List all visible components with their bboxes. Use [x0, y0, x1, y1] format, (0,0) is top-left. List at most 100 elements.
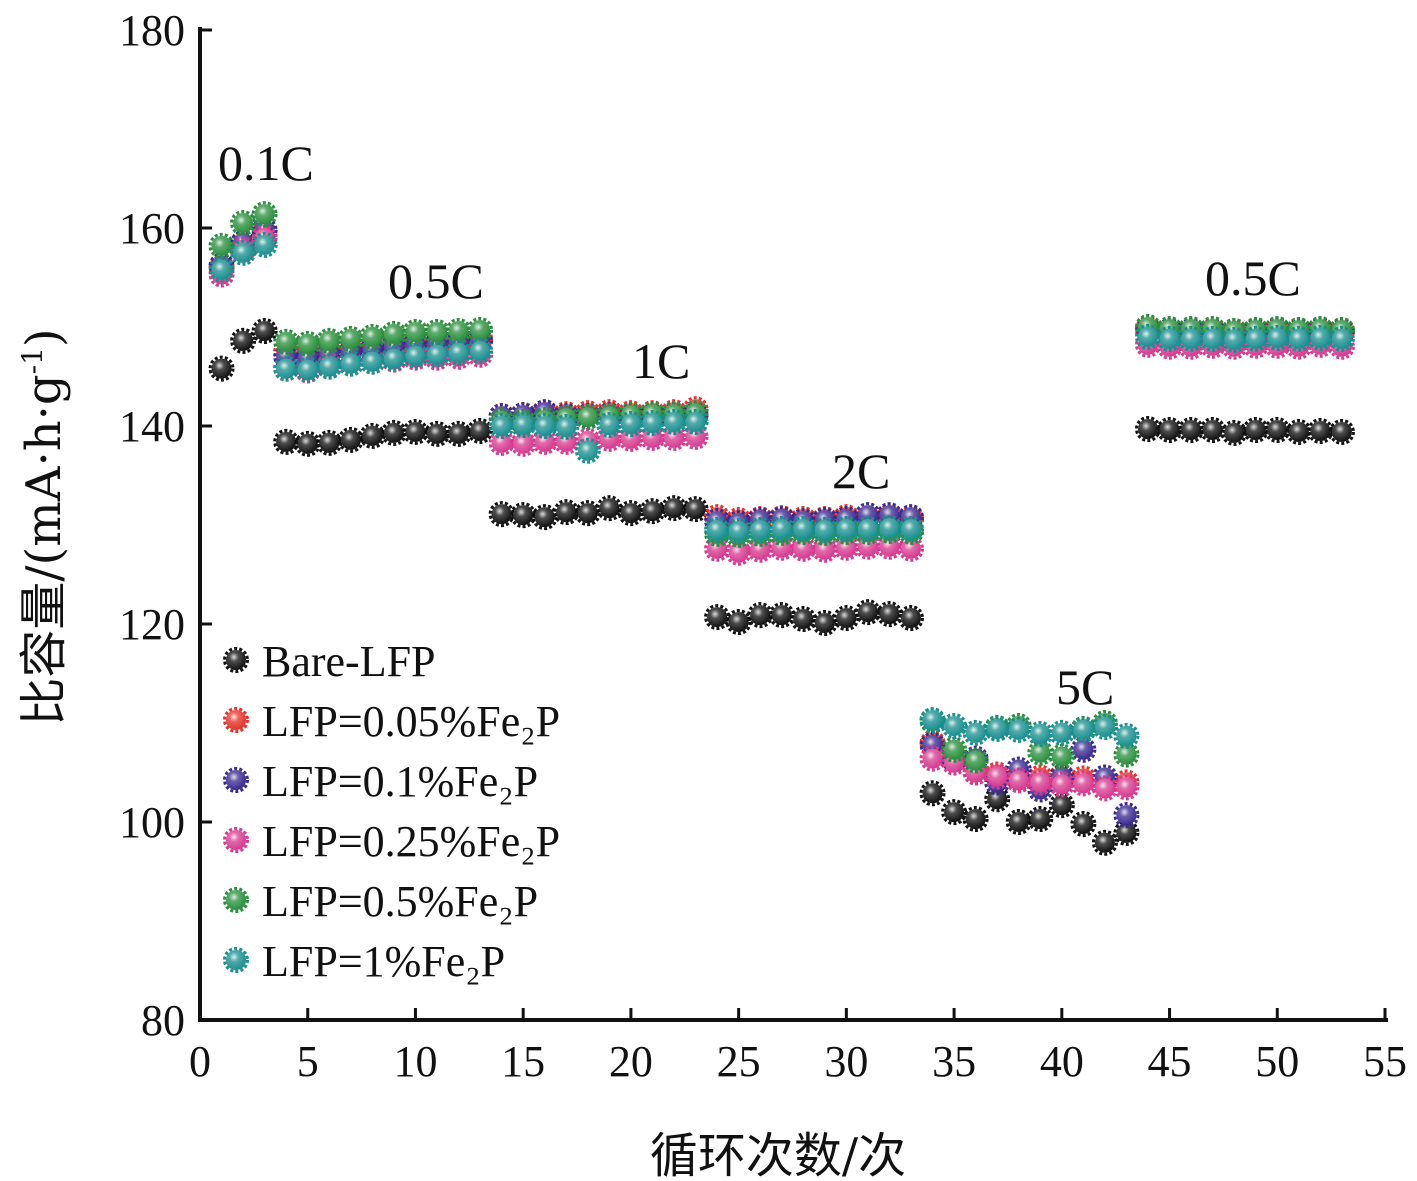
data-point: [316, 429, 343, 456]
legend-marker: [223, 947, 249, 973]
legend-marker: [223, 827, 249, 853]
data-point: [1027, 769, 1054, 796]
data-point: [682, 409, 709, 436]
data-point: [725, 609, 752, 636]
x-tick-label: 35: [932, 1037, 976, 1086]
data-point: [402, 418, 429, 445]
data-point: [1307, 417, 1334, 444]
data-point: [1199, 416, 1226, 443]
data-point: [747, 516, 774, 543]
data-point: [661, 495, 687, 522]
data-point: [574, 500, 601, 527]
legend-label: LFP=0.1%Fe₂P: [262, 757, 538, 806]
data-point: [617, 411, 644, 438]
data-point: [1328, 325, 1355, 352]
data-point: [1178, 416, 1205, 443]
data-point: [1221, 326, 1248, 353]
data-point: [962, 719, 989, 746]
data-point: [1027, 720, 1054, 747]
data-point: [919, 745, 946, 772]
data-point: [251, 317, 278, 344]
data-point: [747, 602, 774, 629]
y-tick-label: 80: [141, 996, 185, 1045]
legend-label: LFP=0.25%Fe₂P: [262, 817, 560, 866]
data-point: [1005, 716, 1032, 743]
y-axis-title: 比容量/(mA·h·g-1): [16, 328, 72, 725]
data-point: [833, 515, 860, 542]
data-point: [1027, 806, 1054, 833]
y-tick-label: 140: [119, 402, 185, 451]
data-point: [854, 515, 881, 542]
data-point: [1242, 325, 1269, 352]
x-tick-label: 50: [1255, 1037, 1299, 1086]
legend-marker: [223, 887, 249, 913]
data-point: [1091, 829, 1118, 856]
data-point: [1070, 716, 1097, 743]
x-tick-label: 55: [1363, 1037, 1407, 1086]
data-point: [1048, 743, 1075, 770]
data-point: [962, 747, 989, 774]
data-point: [445, 420, 472, 447]
data-point: [639, 410, 666, 437]
x-tick-label: 5: [297, 1037, 319, 1086]
y-tick-label: 100: [119, 798, 185, 847]
data-point: [1113, 774, 1140, 801]
data-point: [251, 201, 278, 228]
y-tick-label: 120: [119, 600, 185, 649]
data-point: [1005, 809, 1032, 835]
data-point: [1178, 325, 1205, 352]
data-point: [230, 239, 257, 266]
legend-marker: [223, 707, 249, 733]
legend-label: LFP=1%Fe₂P: [262, 937, 505, 986]
data-point: [941, 712, 968, 739]
data-point: [553, 499, 580, 526]
data-point: [639, 498, 666, 525]
data-point: [941, 736, 968, 763]
x-tick-label: 45: [1148, 1037, 1192, 1086]
data-point: [1091, 775, 1118, 802]
legend-label: LFP=0.05%Fe₂P: [262, 697, 560, 746]
x-tick-label: 25: [717, 1037, 761, 1086]
data-point: [230, 210, 257, 237]
data-point: [359, 422, 386, 449]
data-point: [230, 327, 257, 354]
data-point: [1328, 418, 1355, 445]
x-tick-label: 20: [609, 1037, 653, 1086]
data-point: [811, 610, 838, 637]
data-point: [1264, 416, 1291, 443]
data-point: [1113, 741, 1140, 768]
x-tick-label: 0: [189, 1037, 211, 1086]
data-point: [1070, 810, 1097, 837]
legend-label: Bare-LFP: [262, 637, 436, 686]
data-point: [984, 763, 1011, 790]
data-point: [704, 516, 731, 543]
y-ticks: 80 100 120 140 160 180: [119, 6, 212, 1045]
data-point: [1242, 416, 1269, 443]
data-point: [273, 355, 300, 382]
data-point: [1135, 323, 1161, 350]
data-point: [553, 413, 580, 440]
data-point: [1091, 713, 1118, 740]
data-point: [294, 330, 321, 357]
data-point: [467, 417, 494, 444]
data-point: [424, 420, 450, 447]
series-0: [208, 317, 1355, 856]
data-point: [531, 504, 558, 531]
data-point: [1048, 719, 1075, 746]
data-point: [941, 799, 968, 826]
series-4: [208, 201, 1355, 774]
rate-label-2C: 2C: [832, 443, 890, 499]
data-point: [488, 501, 515, 528]
data-point: [1285, 418, 1312, 445]
data-point: [876, 601, 903, 628]
data-point: [251, 231, 278, 258]
rate-label-1C: 1C: [632, 333, 690, 389]
rate-label-0.5C-first: 0.5C: [388, 253, 484, 309]
data-point: [1156, 416, 1183, 443]
data-point: [467, 337, 494, 364]
data-point: [1156, 325, 1183, 352]
data-point: [596, 495, 623, 522]
data-point: [1221, 419, 1248, 446]
data-point: [768, 515, 795, 542]
x-axis-title: 循环次数/次: [650, 1128, 906, 1181]
